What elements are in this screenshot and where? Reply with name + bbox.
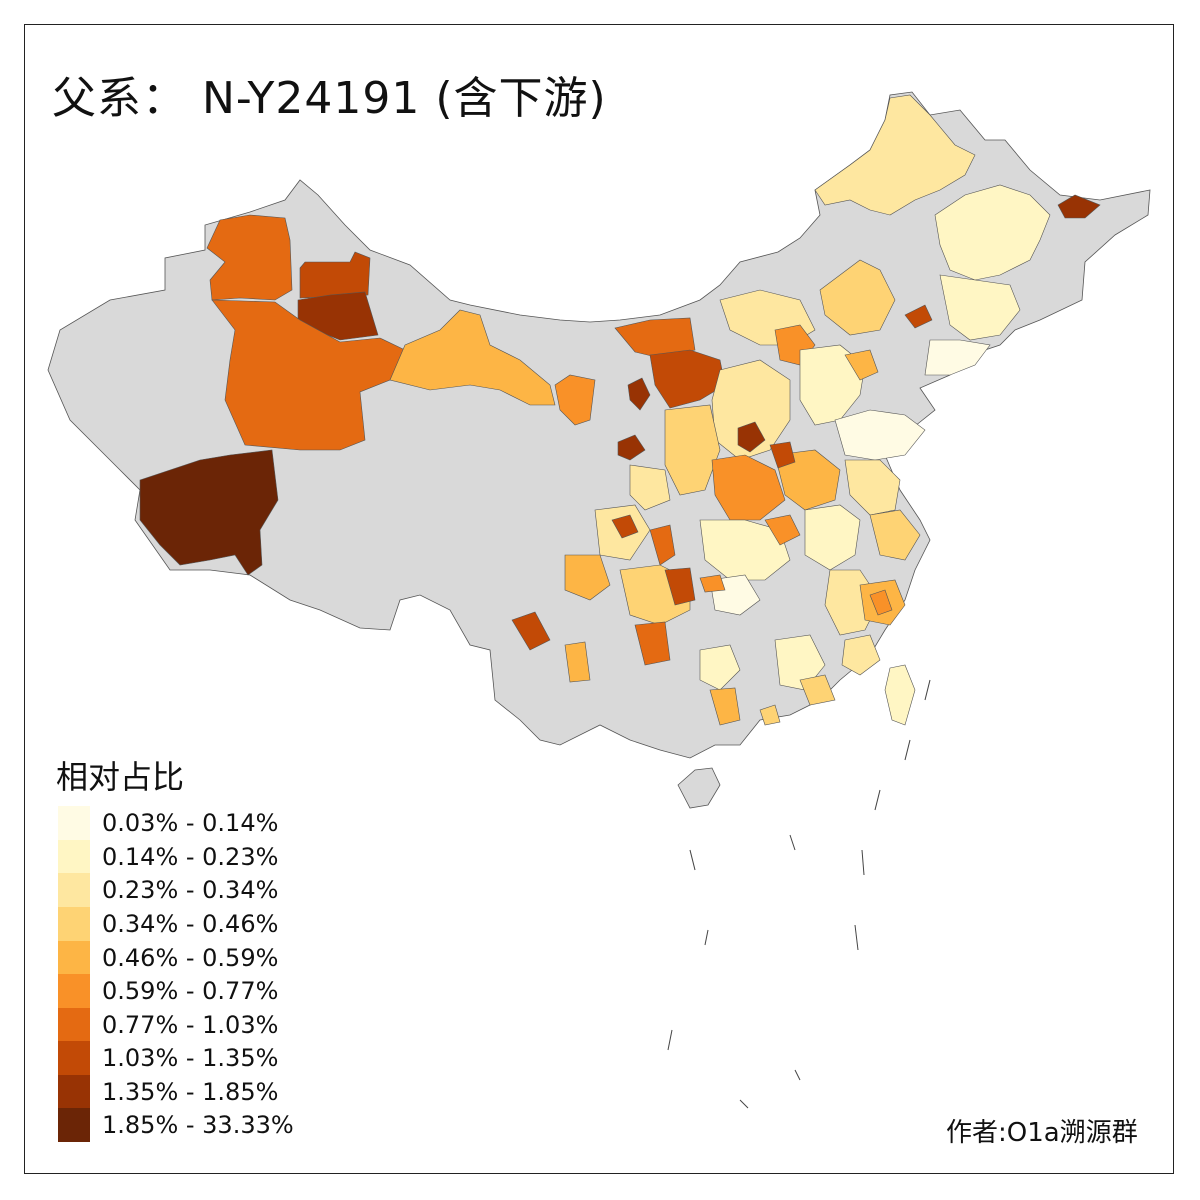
- region-wuhan: [764, 514, 801, 546]
- legend-swatch: [58, 1075, 90, 1109]
- region-taiwan: [884, 664, 916, 726]
- region-lanzhou: [617, 434, 646, 461]
- data-regions-northeast: [814, 94, 1101, 376]
- legend-item: 1.03% - 1.35%: [58, 1041, 358, 1075]
- legend-item: 0.77% - 1.03%: [58, 1008, 358, 1042]
- region-yunnan-central: [564, 641, 591, 683]
- legend-swatch: [58, 941, 90, 975]
- region-guangxi-south: [709, 687, 741, 726]
- region-gansu-south: [629, 464, 671, 511]
- region-hulunbuir: [814, 94, 976, 216]
- region-guizhou-east: [664, 567, 696, 606]
- region-zhengzhou: [769, 441, 796, 469]
- legend-swatch: [58, 806, 90, 840]
- region-hunan-west: [699, 574, 726, 593]
- region-liaoning: [924, 339, 991, 376]
- region-jiangsu-north: [844, 459, 901, 516]
- legend-swatch: [58, 907, 90, 941]
- legend-swatch: [58, 1108, 90, 1142]
- region-tianjin: [844, 349, 879, 381]
- region-north-xinjiang: [206, 214, 293, 301]
- region-anhui: [804, 504, 861, 571]
- region-hami-qinghai: [389, 309, 556, 406]
- legend-label: 0.46% - 0.59%: [102, 944, 279, 972]
- legend-swatch: [58, 1041, 90, 1075]
- region-taiyuan: [737, 421, 766, 453]
- legend-label: 0.59% - 0.77%: [102, 977, 279, 1005]
- map-frame: [24, 24, 1174, 1174]
- legend-label: 0.14% - 0.23%: [102, 843, 279, 871]
- legend-title: 相对占比: [56, 758, 185, 796]
- legend-item: 0.34% - 0.46%: [58, 907, 358, 941]
- data-regions-north: [554, 289, 926, 496]
- region-guangxi: [699, 644, 741, 691]
- legend-item: 1.85% - 33.33%: [58, 1108, 358, 1142]
- region-urumqi-area: [299, 251, 371, 299]
- legend-item: 0.14% - 0.23%: [58, 840, 358, 874]
- region-ningxia: [627, 377, 651, 411]
- region-chongqing: [649, 524, 676, 566]
- legend-swatch: [58, 1008, 90, 1042]
- legend-item: 0.03% - 0.14%: [58, 806, 358, 840]
- region-gansu-corridor: [554, 374, 596, 426]
- region-jiangsu-south: [869, 509, 921, 561]
- region-beijing-north: [904, 304, 933, 329]
- region-guangdong-south: [799, 674, 836, 706]
- legend-label: 1.85% - 33.33%: [102, 1111, 294, 1139]
- legend-swatch: [58, 974, 90, 1008]
- region-henan-west: [711, 454, 786, 521]
- author-credit: 作者:O1a溯源群: [946, 1118, 1138, 1148]
- data-regions-south: [511, 564, 916, 726]
- legend-label: 0.34% - 0.46%: [102, 910, 279, 938]
- legend-swatch: [58, 873, 90, 907]
- region-harbin-east: [1057, 194, 1101, 219]
- region-fujian: [841, 634, 881, 676]
- legend-label: 0.77% - 1.03%: [102, 1011, 279, 1039]
- region-sichuan-east: [564, 554, 611, 601]
- region-yunnan-west: [511, 611, 551, 651]
- legend-item: 0.46% - 0.59%: [58, 941, 358, 975]
- region-shandong: [834, 409, 926, 461]
- region-heilongjiang: [934, 184, 1051, 281]
- legend-label: 1.03% - 1.35%: [102, 1044, 279, 1072]
- legend-item: 0.59% - 0.77%: [58, 974, 358, 1008]
- legend-swatch: [58, 840, 90, 874]
- region-base-hainan: [677, 767, 721, 809]
- legend-label: 0.23% - 0.34%: [102, 876, 279, 904]
- region-chifeng: [819, 259, 896, 336]
- legend-item: 1.35% - 1.85%: [58, 1075, 358, 1109]
- region-hubei: [699, 519, 791, 581]
- legend-label: 0.03% - 0.14%: [102, 809, 279, 837]
- data-regions-central: [564, 441, 921, 601]
- region-central-xinjiang: [211, 299, 406, 451]
- region-jilin: [939, 274, 1021, 341]
- legend-label: 1.35% - 1.85%: [102, 1078, 279, 1106]
- region-shaanxi: [664, 404, 721, 496]
- region-hebei: [799, 344, 866, 426]
- data-regions-west: [139, 214, 556, 576]
- region-guangzhou: [759, 704, 781, 726]
- south-sea-islands: [667, 679, 931, 1109]
- legend-item: 0.23% - 0.34%: [58, 873, 358, 907]
- region-ordos: [649, 349, 726, 409]
- region-alxa: [614, 317, 696, 359]
- map-title: 父系： N-Y24191 (含下游): [52, 73, 607, 124]
- region-zhejiang-south: [869, 589, 893, 616]
- region-guizhou-south: [634, 621, 671, 666]
- region-tibet-west: [139, 449, 279, 576]
- region-chengdu: [611, 514, 639, 539]
- region-shanxi: [711, 359, 791, 461]
- region-henan-east: [774, 449, 841, 511]
